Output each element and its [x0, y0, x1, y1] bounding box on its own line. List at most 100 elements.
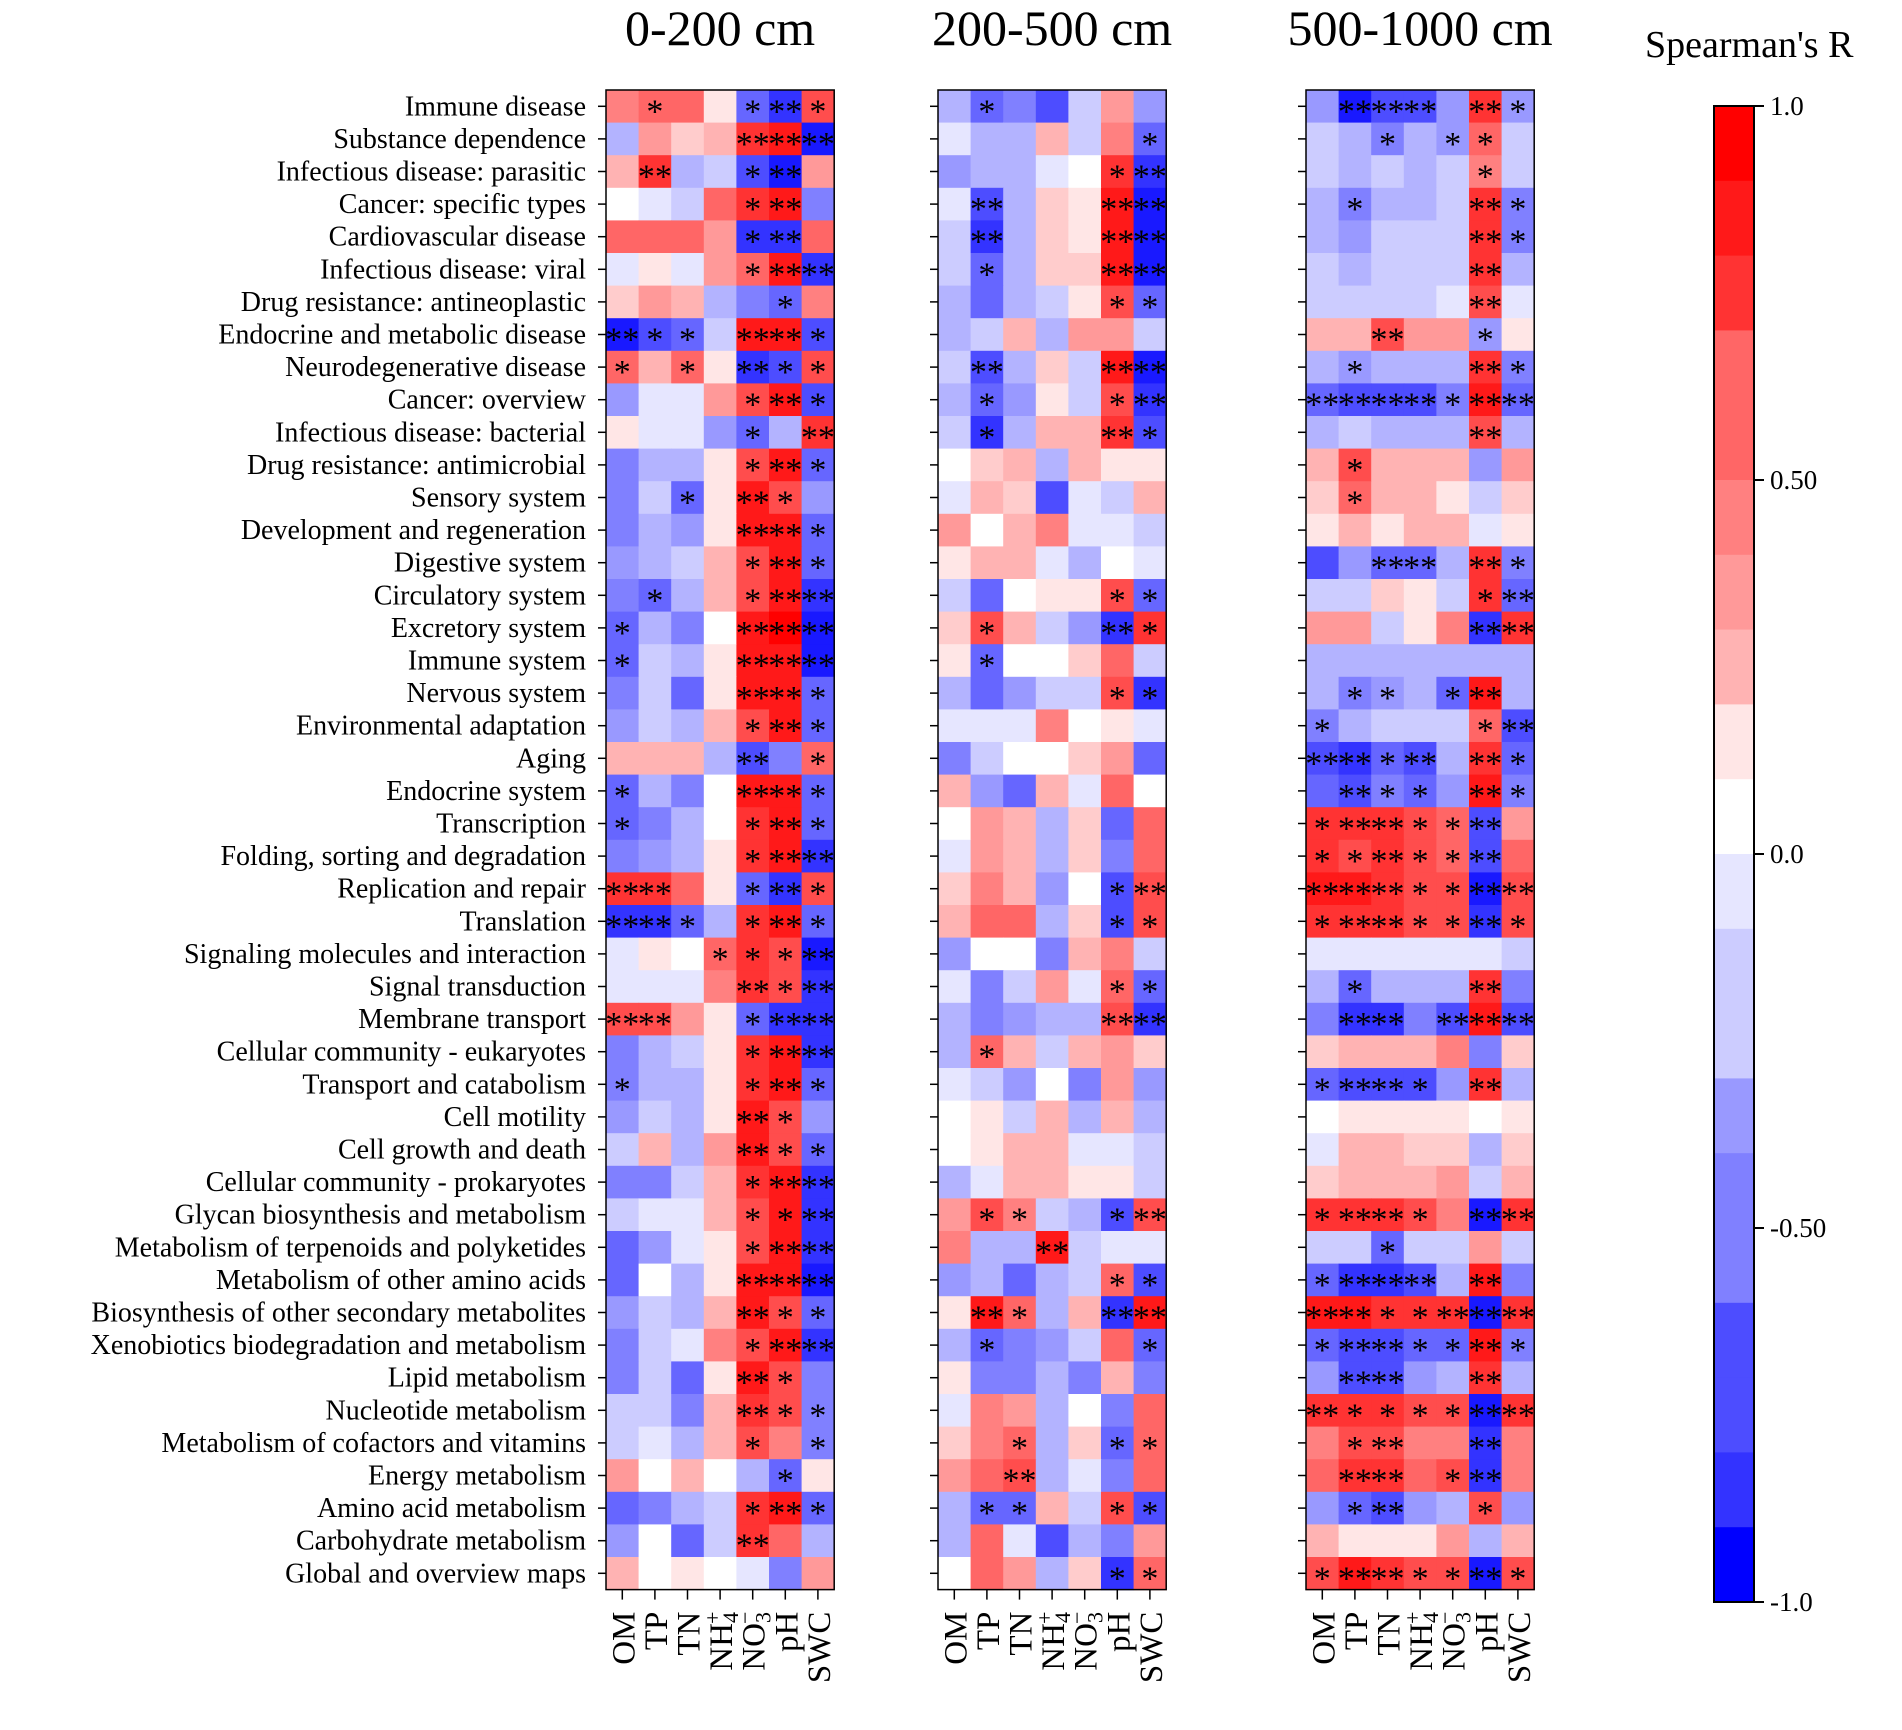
heatmap-cell — [606, 1296, 640, 1330]
significance-star: ** — [1468, 974, 1502, 1011]
heatmap-cell — [801, 709, 835, 743]
significance-star: ** — [1371, 1202, 1405, 1239]
significance-star: ** — [1371, 843, 1405, 880]
significance-star: * — [744, 452, 761, 489]
heatmap-cell — [1501, 383, 1535, 417]
heatmap-cell — [1403, 1231, 1437, 1265]
heatmap-cell — [1371, 1394, 1405, 1428]
heatmap-cell — [1306, 839, 1340, 873]
heatmap-cell — [1133, 513, 1167, 547]
heatmap-cell — [769, 1035, 803, 1069]
heatmap-cell — [1371, 187, 1405, 221]
heatmap-cell — [606, 1328, 640, 1362]
heatmap-cell — [736, 350, 770, 384]
heatmap-cell — [1133, 350, 1167, 384]
heatmap-cell — [1003, 1426, 1037, 1460]
heatmap-cell — [801, 187, 835, 221]
heatmap-cell — [1133, 187, 1167, 221]
significance-star: ** — [736, 680, 770, 717]
significance-star: ** — [638, 159, 672, 196]
heatmap-cell — [1035, 318, 1069, 352]
heatmap-cell — [970, 644, 1004, 678]
heatmap-cell — [938, 1035, 972, 1069]
heatmap-cell — [1306, 872, 1340, 906]
heatmap-cell — [1501, 774, 1535, 808]
colorbar-tick-label: -0.50 — [1770, 1213, 1826, 1243]
heatmap-cell — [1338, 448, 1372, 482]
heatmap-cell — [1403, 807, 1437, 841]
significance-star: ** — [801, 941, 835, 978]
significance-star: ** — [736, 1267, 770, 1304]
heatmap-cell — [1068, 1231, 1102, 1265]
heatmap-cell — [1003, 676, 1037, 710]
heatmap-cell — [1068, 1165, 1102, 1199]
heatmap-cell — [1101, 350, 1135, 384]
heatmap-cell — [1338, 742, 1372, 776]
heatmap-cell — [703, 774, 737, 808]
heatmap-cell — [736, 122, 770, 156]
significance-star: ** — [1133, 1300, 1167, 1337]
heatmap-cell — [1469, 1524, 1503, 1558]
heatmap-cell — [1436, 839, 1470, 873]
heatmap-cell — [1436, 1459, 1470, 1493]
heatmap-cell — [671, 1361, 705, 1395]
heatmap-cell — [769, 1133, 803, 1167]
heatmap-cell — [1338, 1263, 1372, 1297]
heatmap-cell — [1003, 1068, 1037, 1102]
heatmap-cell — [736, 220, 770, 254]
heatmap-cell — [1338, 1100, 1372, 1134]
heatmap-cell — [1133, 1100, 1167, 1134]
significance-star: ** — [970, 354, 1004, 391]
heatmap-cell — [1003, 253, 1037, 287]
heatmap-cell — [1338, 709, 1372, 743]
heatmap-cell — [801, 220, 835, 254]
significance-star: * — [1109, 1267, 1126, 1304]
heatmap-cell — [1101, 774, 1135, 808]
heatmap-cell — [1068, 611, 1102, 645]
heatmap-cell — [1306, 1198, 1340, 1232]
heatmap-cell — [1338, 1198, 1372, 1232]
heatmap-cell — [671, 350, 705, 384]
heatmap-cell — [1338, 1002, 1372, 1036]
significance-star: * — [744, 941, 761, 978]
heatmap-cell — [1035, 1068, 1069, 1102]
heatmap-cell — [938, 1263, 972, 1297]
heatmap-cell — [671, 1296, 705, 1330]
significance-star: * — [1109, 1495, 1126, 1532]
row-label: Development and regeneration — [241, 515, 586, 546]
heatmap-cell — [1501, 1426, 1535, 1460]
heatmap-cell — [1338, 90, 1372, 124]
heatmap-cell — [769, 742, 803, 776]
heatmap-cell — [703, 644, 737, 678]
heatmap-cell — [801, 905, 835, 939]
heatmap-cell — [970, 676, 1004, 710]
heatmap-cell — [769, 937, 803, 971]
heatmap-cell — [1306, 1002, 1340, 1036]
colorbar-step — [1714, 554, 1754, 631]
significance-star: ** — [1338, 908, 1372, 945]
heatmap-cell — [970, 1524, 1004, 1558]
heatmap-cell — [671, 90, 705, 124]
heatmap-cell — [1133, 546, 1167, 580]
significance-star: * — [1141, 126, 1158, 163]
heatmap-cell — [970, 1459, 1004, 1493]
heatmap-cell — [1068, 1068, 1102, 1102]
heatmap-cell — [703, 513, 737, 547]
heatmap-cell — [606, 872, 640, 906]
heatmap-cell — [638, 937, 672, 971]
heatmap-cell — [606, 644, 640, 678]
heatmap-cell — [1101, 546, 1135, 580]
heatmap-cell — [938, 90, 972, 124]
heatmap-cell — [1469, 1328, 1503, 1362]
significance-star: ** — [801, 419, 835, 456]
significance-star: * — [1141, 1430, 1158, 1467]
significance-star: * — [809, 713, 826, 750]
heatmap-cell — [606, 1394, 640, 1428]
heatmap-cell — [703, 122, 737, 156]
heatmap-cell — [606, 481, 640, 515]
heatmap-cell — [1306, 285, 1340, 319]
heatmap-cell — [1003, 1263, 1037, 1297]
heatmap-cell — [638, 644, 672, 678]
heatmap-cell — [938, 1133, 972, 1167]
heatmap-cell — [671, 1491, 705, 1525]
